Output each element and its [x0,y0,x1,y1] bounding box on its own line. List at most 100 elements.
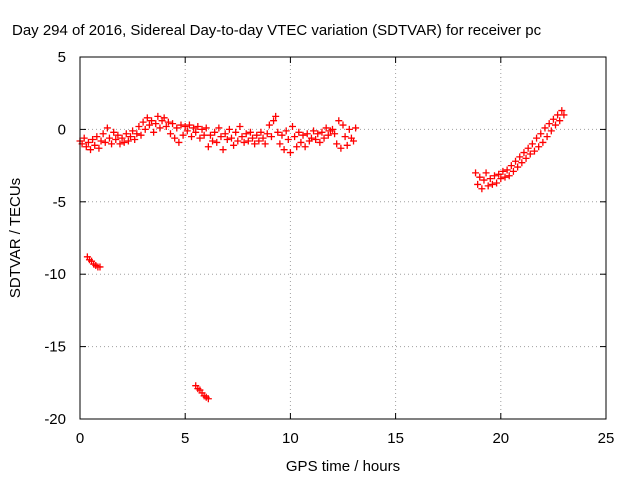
x-tick-label: 0 [76,430,84,447]
data-point [116,140,124,148]
data-point [200,131,208,139]
data-point [303,130,311,138]
data-point [219,146,227,154]
data-point [89,136,97,144]
data-point [179,131,187,139]
data-point [301,143,309,151]
data-point [524,144,532,152]
data-point [154,112,162,120]
data-point [267,133,275,141]
data-point [335,117,343,125]
x-tick-label: 10 [282,430,299,447]
data-point [276,140,284,148]
data-point [246,128,254,136]
data-point [164,118,172,126]
data-point [108,140,116,148]
data-point [82,143,90,151]
data-point [295,128,303,136]
data-point [337,144,345,152]
y-tick-label: -15 [44,339,66,356]
data-point [522,154,530,162]
data-point [196,134,204,142]
y-tick-label: -10 [44,266,66,283]
y-tick-label: -5 [53,194,66,211]
x-tick-label: 25 [598,430,615,447]
data-point [518,159,526,167]
data-point [209,137,217,145]
data-point [126,133,134,141]
data-point [259,134,267,142]
data-point [150,128,158,136]
data-point [198,125,206,133]
data-point [99,130,107,138]
data-point [227,134,235,142]
data-point [345,125,353,133]
data-point [183,127,191,135]
data-point [217,133,225,141]
data-point [177,121,185,129]
data-point [318,128,326,136]
data-point [537,130,545,138]
data-point [509,167,517,175]
data-point [93,133,101,141]
data-point [87,146,95,154]
data-point [221,130,229,138]
data-point [476,173,484,181]
data-point [343,141,351,149]
data-point [320,134,328,142]
data-point [257,128,265,136]
data-point [103,124,111,132]
data-point [274,128,282,136]
data-point [530,147,538,155]
data-point [160,114,168,122]
data-point [242,130,250,138]
data-point [499,167,507,175]
data-point [122,130,130,138]
data-point [181,123,189,131]
data-point [528,140,536,148]
data-point [549,115,557,123]
x-axis-label: GPS time / hours [286,458,400,475]
data-point [143,114,151,122]
data-point [484,182,492,190]
data-point [278,131,286,139]
data-point [97,137,105,145]
data-point [293,143,301,151]
data-point [162,123,170,131]
data-point [482,169,490,177]
data-point [314,130,322,138]
data-point [307,134,315,142]
data-point [297,138,305,146]
data-point [501,173,509,181]
data-point [541,124,549,132]
data-point [255,137,263,145]
data-point [543,133,551,141]
data-point [95,144,103,152]
plot-frame [79,56,607,420]
data-point [112,136,120,144]
data-point [249,134,257,142]
data-point [474,180,482,188]
data-point [204,395,212,403]
axis-ticks: 0 5 10 15 20 25 -20 -15 -10 -5 0 5 [44,49,614,447]
data-point [554,111,562,119]
data-point [166,130,174,138]
data-point [173,124,181,132]
data-point [171,134,179,142]
data-point [322,124,330,132]
data-point [486,175,494,183]
data-point [139,118,147,126]
data-point [192,128,200,136]
data-point [232,128,240,136]
data-point [284,136,292,144]
data-point [316,138,324,146]
data-point [105,134,113,142]
data-point [514,163,522,171]
data-point [328,125,336,133]
data-point [190,124,198,132]
y-axis-label: SDTVAR / TECUs [7,178,24,298]
data-point [352,124,360,132]
data-point [253,131,261,139]
data-point [280,146,288,154]
data-points [76,107,568,403]
